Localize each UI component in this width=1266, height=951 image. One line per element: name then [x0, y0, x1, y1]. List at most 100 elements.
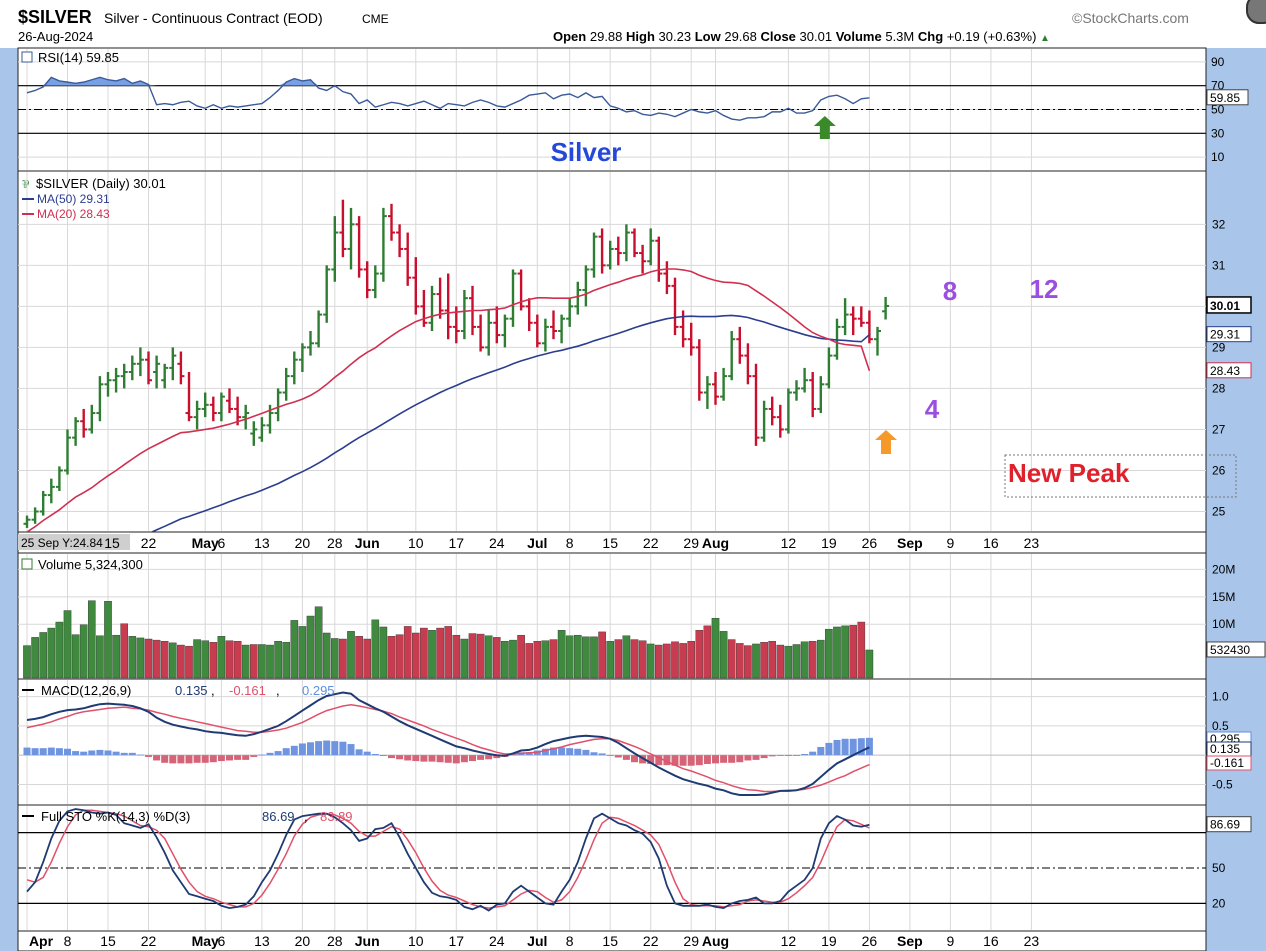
volume-bar — [201, 640, 210, 679]
price-tick-label: 29 — [1212, 340, 1226, 354]
price-bars — [23, 199, 890, 528]
volume-bar — [638, 640, 647, 679]
volume-bar — [249, 644, 258, 679]
macd-tick-label: 1.0 — [1212, 690, 1229, 704]
volume-tick-label: 15M — [1212, 590, 1235, 604]
exchange: CME — [362, 12, 389, 26]
volume-bar — [849, 625, 857, 679]
ma20-tag-value: 28.43 — [1210, 364, 1240, 378]
bottom-x-tick-label: 15 — [602, 933, 618, 949]
volume-bar — [679, 643, 687, 679]
volume-tick-label: 20M — [1212, 562, 1235, 576]
macd-histogram-bar — [793, 755, 800, 756]
macd-histogram-bar — [55, 748, 63, 756]
macd-last-value: 0.135 — [1210, 742, 1240, 756]
macd-histogram-bar — [614, 755, 622, 758]
volume-bar — [841, 625, 849, 679]
volume-bar — [760, 642, 768, 679]
volume-bar — [525, 643, 533, 679]
macd-histogram-bar — [606, 755, 614, 756]
volume-bar — [817, 639, 825, 679]
macd-histogram-bar — [339, 741, 347, 756]
macd-histogram-bar — [436, 755, 444, 763]
ma50-tag — [1206, 326, 1252, 343]
volume-bar — [509, 639, 517, 679]
volume-bar — [727, 639, 736, 679]
sto-k-line — [26, 808, 870, 912]
price-tick-label: 31 — [1212, 258, 1226, 272]
volume-bar — [274, 641, 282, 679]
macd-sep: , — [211, 683, 215, 698]
open-value: 29.88 — [589, 29, 623, 44]
macd-histogram-bar — [541, 748, 549, 756]
volume-bar — [23, 645, 31, 679]
volume-bar — [79, 624, 88, 679]
macd-sep2: , — [276, 683, 280, 698]
volume-bar — [371, 619, 380, 679]
close-icon[interactable] — [1246, 0, 1266, 24]
macd-signal-last: -0.161 — [1210, 756, 1244, 770]
macd-histogram-bar — [590, 752, 598, 756]
x-tick-label: 29 — [683, 535, 699, 551]
orange-arrow-icon — [875, 430, 897, 454]
volume-bar — [857, 621, 866, 679]
volume-bar — [565, 635, 574, 679]
volume-bar — [808, 641, 817, 679]
macd-histogram-bar — [388, 755, 395, 759]
green-arrow-icon — [813, 116, 836, 139]
volume-bar — [39, 632, 47, 679]
volume-tick-label: 10M — [1212, 617, 1235, 631]
volume-bar — [711, 617, 720, 679]
close-value: 30.01 — [799, 29, 833, 44]
price-label: $SILVER (Daily) 30.01 — [36, 176, 166, 191]
chg-value: +0.19 (+0.63%) — [946, 29, 1037, 44]
volume-bar — [193, 639, 201, 679]
macd-histogram-bar — [39, 748, 47, 756]
x-tick-label: Sep — [897, 535, 923, 551]
volume-bar — [420, 627, 428, 679]
macd-histogram-bar — [404, 755, 412, 761]
volume-bar — [266, 644, 274, 679]
macd-histogram-bar — [509, 754, 517, 756]
sto-tick-label: 50 — [1212, 861, 1226, 875]
x-tick-label: 19 — [821, 535, 837, 551]
x-tick-label: 26 — [862, 535, 878, 551]
macd-histogram-bar — [760, 755, 768, 759]
price-tick-label: 25 — [1212, 504, 1226, 518]
bottom-x-tick-label: 26 — [862, 933, 878, 949]
bottom-x-tick-label: 19 — [821, 933, 837, 949]
bottom-x-tick-label: 28 — [327, 933, 343, 949]
macd-histogram-bar — [396, 755, 404, 760]
macd-signal-box — [1206, 755, 1252, 771]
macd-line — [26, 691, 870, 796]
volume-bar — [630, 639, 639, 679]
bottom-x-tick-label: 22 — [141, 933, 157, 949]
volume-bar — [241, 644, 250, 679]
volume-bar — [606, 641, 614, 679]
volume-bar — [96, 635, 104, 679]
volume-last-box — [1206, 641, 1266, 658]
open-label: Open — [553, 29, 587, 44]
x-tick-label: 13 — [254, 535, 270, 551]
wave-8-label: 8 — [943, 276, 957, 306]
bottom-x-tick-label: 10 — [408, 933, 424, 949]
volume-bar — [339, 638, 347, 679]
volume-bar — [687, 641, 695, 679]
macd-histogram-bar — [31, 748, 39, 756]
volume-bar — [752, 643, 760, 679]
macd-histogram-bar — [598, 753, 606, 756]
chg-up-icon: ▲ — [1040, 33, 1050, 44]
macd-histogram-bar — [728, 755, 736, 763]
chart-title: Silver — [551, 137, 622, 167]
macd-histogram-bar — [347, 744, 355, 756]
volume-bar — [833, 626, 841, 679]
volume-bar — [541, 640, 550, 679]
volume-bar — [768, 641, 776, 679]
volume-bar — [363, 638, 372, 679]
volume-bar — [347, 631, 355, 679]
volume-bar — [217, 636, 226, 679]
macd-histogram-bar — [655, 755, 663, 766]
macd-histogram-bar — [145, 755, 152, 757]
macd-histogram-bar — [784, 755, 792, 756]
